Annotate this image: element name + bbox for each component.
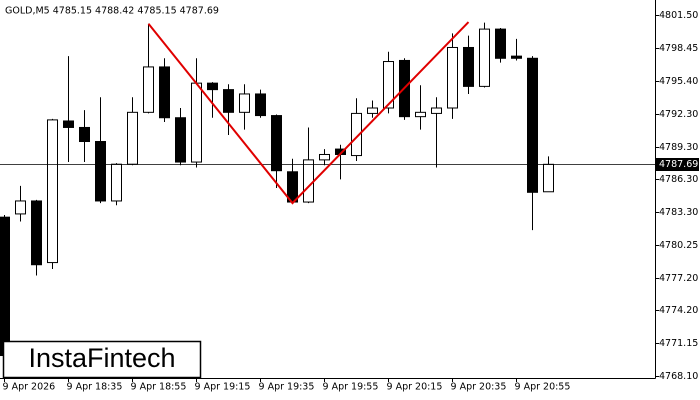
bear-body (79, 126, 90, 143)
bear-body (175, 117, 186, 163)
bear-body (255, 93, 266, 117)
bull-body (319, 153, 330, 161)
bear-body (31, 200, 42, 266)
y-tick-label: 4771.15 (659, 338, 698, 349)
y-tick-label: 4768.10 (659, 371, 698, 382)
plot (0, 22, 554, 361)
y-tick-label: 4783.30 (659, 207, 698, 218)
bull-body (47, 119, 58, 264)
x-tick-label: 9 Apr 18:55 (131, 382, 187, 393)
bull-body (447, 46, 458, 109)
price-label: 4787.69 (659, 159, 698, 170)
bull-body (479, 28, 490, 87)
bull-body (431, 107, 442, 114)
logo: InstaFintech (28, 343, 175, 373)
bear-body (0, 216, 10, 357)
chart-title: GOLD,M5 4785.15 4788.42 4785.15 4787.69 (5, 6, 219, 17)
bear-body (271, 115, 282, 172)
bull-body (111, 163, 122, 202)
bull-body (15, 200, 26, 215)
x-tick-label: 9 Apr 20:55 (515, 382, 571, 393)
x-tick-label: 9 Apr 18:35 (67, 382, 123, 393)
bull-body (127, 111, 138, 165)
x-tick-label: 9 Apr 19:15 (195, 382, 251, 393)
bear-body (463, 46, 474, 87)
bear-body (63, 120, 74, 128)
bull-body (367, 107, 378, 114)
bull-body (383, 61, 394, 109)
bull-body (415, 111, 426, 118)
bear-body (495, 28, 506, 59)
x-tick-label: 9 Apr 19:55 (323, 382, 379, 393)
price-label-box (656, 158, 699, 171)
y-tick-label: 4789.30 (659, 142, 698, 153)
bear-body (223, 89, 234, 113)
y-tick-label: 4780.25 (659, 240, 698, 251)
bull-body (543, 163, 554, 193)
x-tick-label: 9 Apr 20:35 (451, 382, 507, 393)
bear-body (207, 82, 218, 91)
y-tick-label: 4777.20 (659, 273, 698, 284)
x-tick-label: 9 Apr 2026 (3, 382, 56, 393)
y-tick-label: 4792.30 (659, 109, 698, 120)
bull-body (143, 66, 154, 113)
logo-box (2, 340, 202, 379)
y-tick-label: 4774.20 (659, 305, 698, 316)
bull-body (239, 93, 250, 113)
bull-body (191, 82, 202, 163)
bull-body (351, 112, 362, 157)
x-tick-label: 9 Apr 20:15 (387, 382, 443, 393)
x-tick-label: 9 Apr 19:35 (259, 382, 315, 393)
bear-body (527, 57, 538, 193)
y-tick-label: 4801.50 (659, 10, 698, 21)
y-tick-label: 4795.40 (659, 76, 698, 87)
pattern-line (147, 21, 470, 205)
bear-body (95, 141, 106, 202)
y-tick-label: 4798.45 (659, 43, 698, 54)
bull-body (303, 159, 314, 203)
bear-body (511, 55, 522, 59)
y-tick-label: 4786.30 (659, 174, 698, 185)
bear-body (159, 66, 170, 119)
